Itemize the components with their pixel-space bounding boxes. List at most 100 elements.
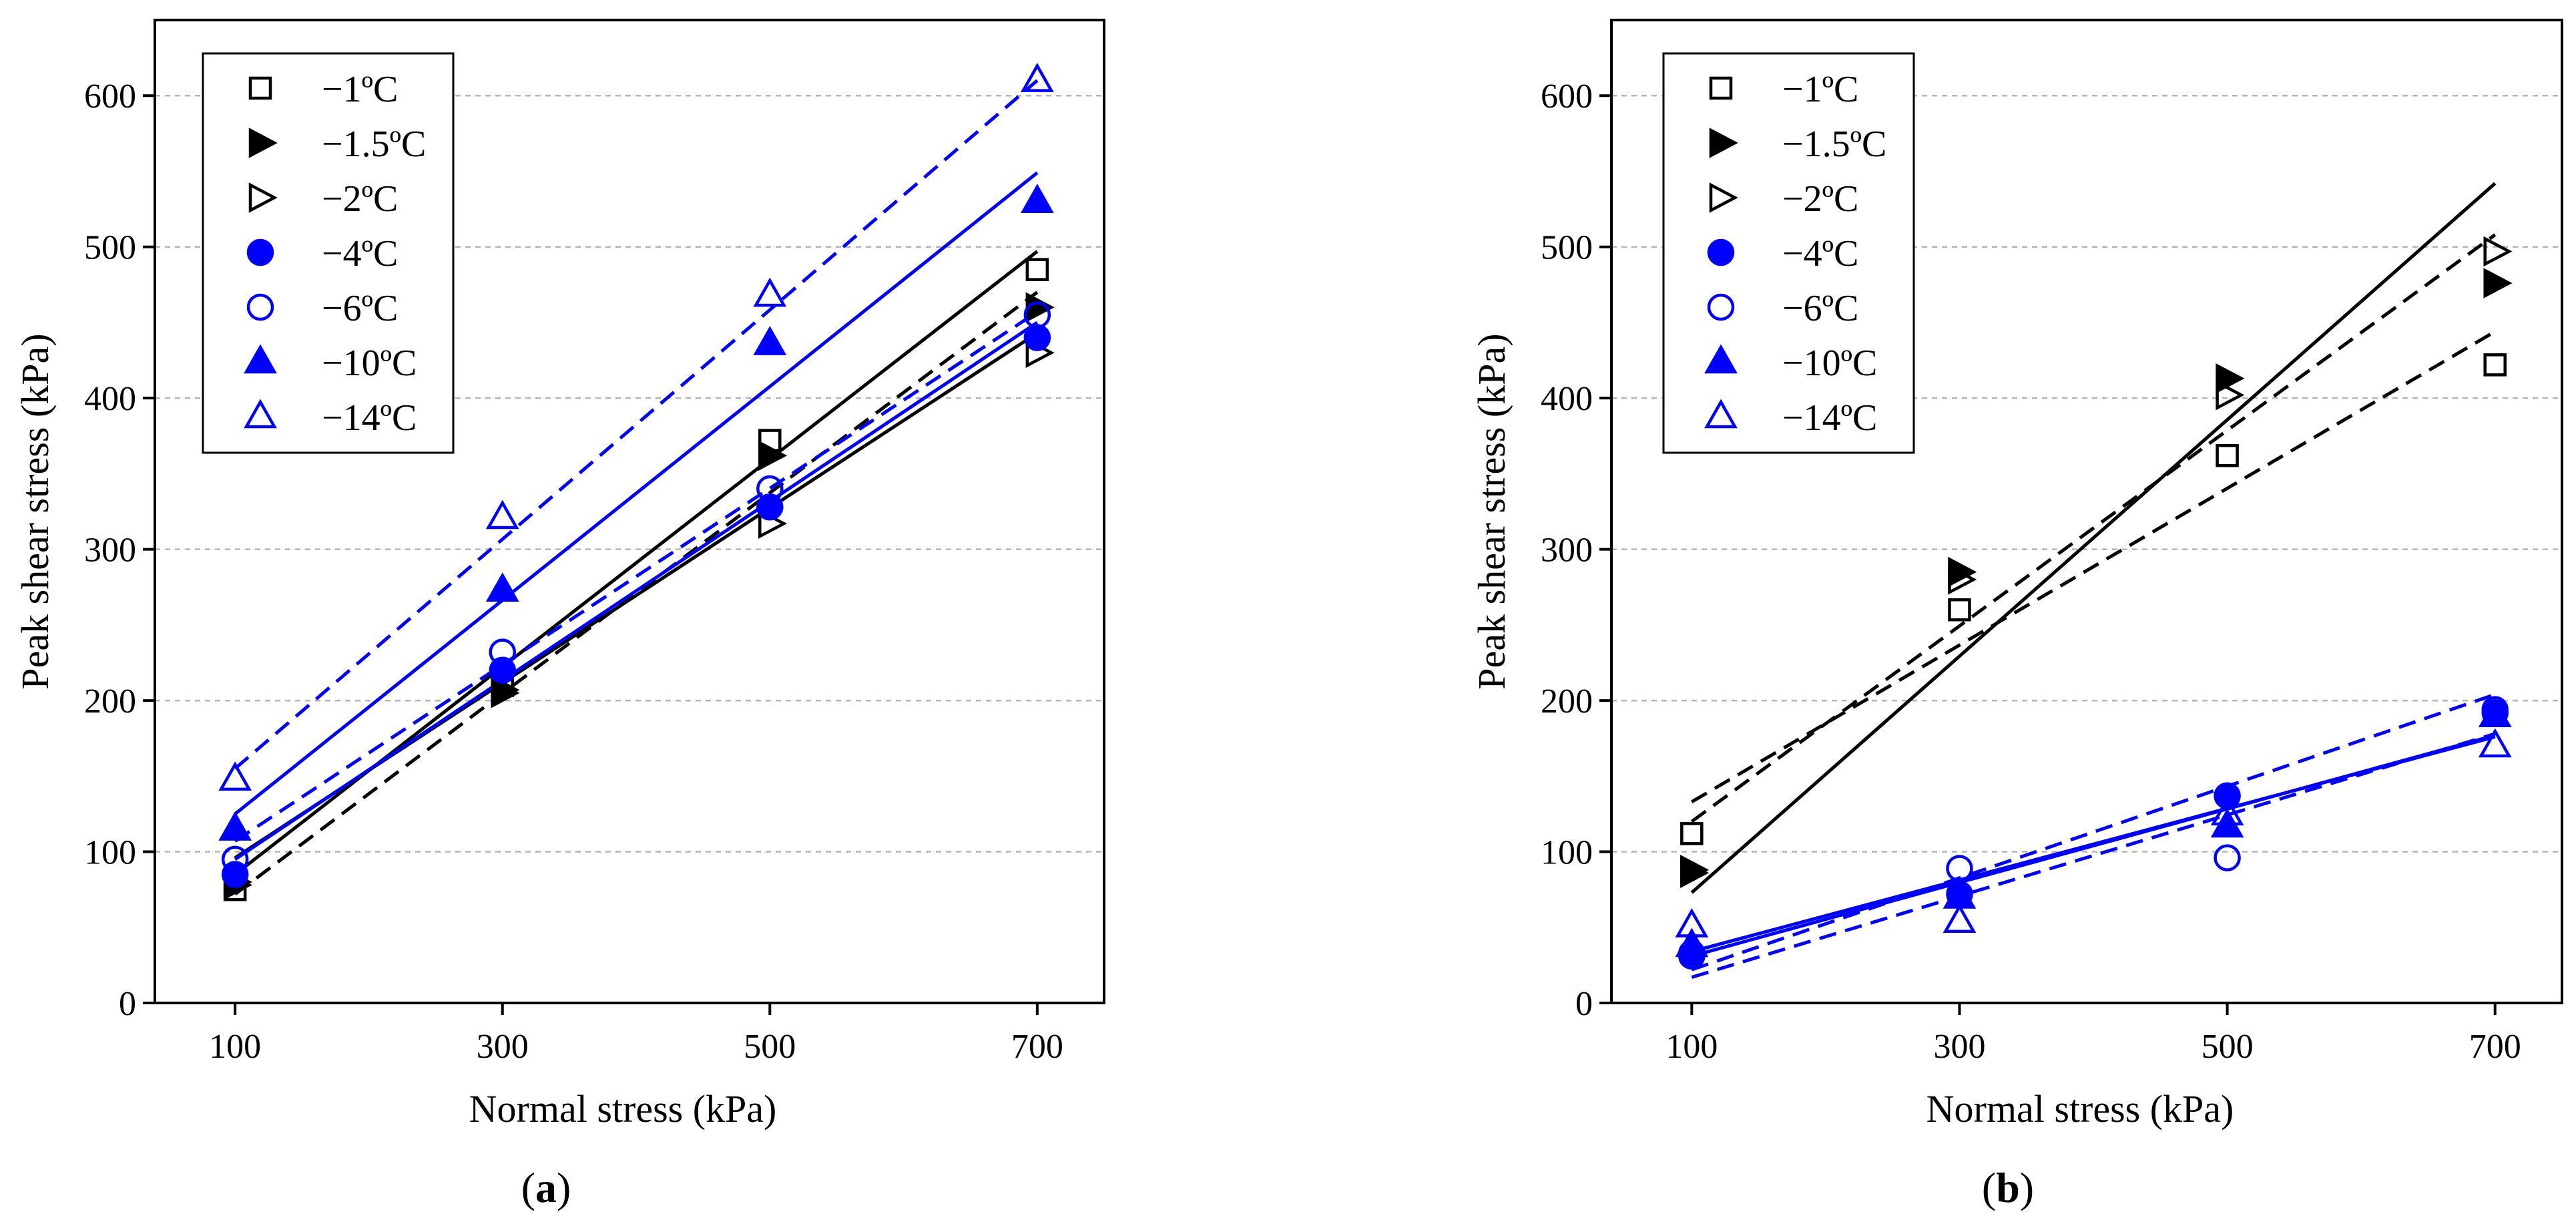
panel-b-xtick-label-100: 100	[1665, 1028, 1718, 1066]
panel-a-legend-box	[202, 52, 455, 454]
panel-a-chart: 0 100 200 300 400 500 600 100 300 500 700 Normal st…	[13, 19, 1105, 1131]
panel-b-paren-open: (	[1982, 1164, 1996, 1211]
panel-b-legend-marker-minus6c	[1707, 293, 1735, 321]
panel-a-point-minus14c-x700	[1020, 63, 1054, 92]
panel-b-ytick-label-100: 100	[1541, 834, 1593, 872]
panel-a-ytick-label-300: 300	[84, 532, 136, 570]
panel-a-fit-line-minus4c	[234, 321, 1039, 861]
panel-b-point-minus2c-x300	[1948, 564, 1977, 595]
panel-a-point-minus6c-x100	[221, 845, 249, 873]
panel-a-ytick-label-100: 100	[84, 834, 136, 872]
panel-b-fit-line-minus2c	[1690, 233, 2497, 823]
panel-b-legend-label-minus10c: −10ºC	[1782, 343, 1877, 384]
panel-a-legend-label-minus1c: −1ºC	[322, 69, 398, 110]
panel-b-ytick-label-300: 300	[1541, 532, 1593, 570]
panel-b-plot-frame	[1610, 19, 2563, 1004]
panel-a-plot-frame	[154, 19, 1105, 1004]
panel-b-xtick-label-700: 700	[2469, 1028, 2521, 1066]
panel-b-label: (b)	[1982, 1164, 2034, 1211]
panel-b-letter: b	[1996, 1164, 2020, 1211]
panel-a-ytick-label-400: 400	[84, 380, 136, 418]
panel-a-point-minus4c-x500	[756, 493, 784, 521]
panel-a-xtick-label-500: 500	[744, 1028, 796, 1066]
panel-b-xtick-label-300: 300	[1933, 1028, 1985, 1066]
panel-a-point-minus6c-x300	[489, 638, 516, 666]
panel-b-legend-label-minus14c: −14ºC	[1782, 397, 1877, 439]
panel-b-point-minus10c-x700	[2478, 698, 2512, 727]
panel-b-legend-label-minus4c: −4ºC	[1782, 233, 1858, 274]
panel-b-point-minus1c-x100	[1680, 822, 1704, 845]
panel-b-fit-line-minus6c	[1691, 692, 2496, 972]
panel-a-point-minus14c-x500	[753, 277, 787, 307]
panel-a-point-minus6c-x500	[756, 475, 784, 503]
panel-b-chart: 0 100 200 300 400 500 600 100 300 500 700 Normal st…	[1470, 19, 2563, 1131]
panel-b-legend-marker-minus1c	[1709, 76, 1733, 100]
panel-a-fit-line-minus14c	[234, 79, 1039, 770]
panel-a-letter: a	[535, 1164, 557, 1211]
panel-a-legend-marker-minus1c	[248, 76, 272, 100]
panel-a-legend-marker-minus6c	[246, 293, 274, 321]
panel-b-ytick-label-200: 200	[1541, 682, 1593, 721]
panel-b-legend-marker-minus1p5c	[1709, 128, 1738, 158]
panel-a-y-axis-title: Peak shear stress (kPa)	[13, 333, 57, 689]
panel-a-legend-label-minus10c: −10ºC	[322, 343, 417, 384]
panel-a-legend-label-minus6c: −6ºC	[322, 288, 398, 329]
panel-b-point-minus14c-x500	[2210, 796, 2244, 826]
panel-a-point-minus6c-x700	[1023, 301, 1051, 329]
panel-a-x-axis-title: Normal stress (kPa)	[469, 1087, 777, 1131]
panel-b-point-minus1p5c-x700	[2483, 268, 2513, 298]
panel-a-legend-marker-minus4c	[246, 238, 274, 266]
panel-b-point-minus1c-x300	[1948, 598, 1971, 622]
panel-b-x-axis-title: Normal stress (kPa)	[1926, 1087, 2234, 1131]
panel-b-point-minus14c-x300	[1943, 903, 1977, 933]
panel-b-point-minus14c-x100	[1675, 907, 1709, 938]
panel-a-point-minus10c-x700	[1020, 184, 1054, 214]
panel-a-ytick-label-600: 600	[84, 77, 136, 116]
panel-a-point-minus4c-x300	[489, 656, 516, 684]
panel-b-point-minus10c-x100	[1675, 928, 1709, 958]
panel-b-legend-label-minus1c: −1ºC	[1782, 69, 1858, 110]
panel-b-point-minus1c-x500	[2216, 443, 2239, 467]
panel-b-fit-line-minus14c	[1691, 732, 2496, 979]
panel-a-point-minus10c-x100	[218, 811, 252, 841]
panel-b-legend-label-minus6c: −6ºC	[1782, 288, 1858, 329]
panel-a-legend-marker-minus1p5c	[248, 128, 278, 158]
panel-a-ytick-label-200: 200	[84, 682, 136, 721]
panel-b-legend-marker-minus2c	[1709, 182, 1738, 213]
panel-b-point-minus2c-x100	[1680, 857, 1710, 888]
panel-a-fit-line-minus1p5c	[234, 290, 1039, 895]
panel-a-point-minus14c-x300	[485, 499, 519, 530]
panel-b-ytick-label-400: 400	[1541, 380, 1593, 418]
panel-a-point-minus14c-x100	[218, 761, 252, 791]
panel-a-legend-label-minus2c: −2ºC	[322, 178, 398, 220]
panel-a-point-minus4c-x700	[1023, 324, 1051, 351]
panel-b-fit-line-minus10c	[1691, 735, 2496, 954]
panel-a-legend-marker-minus2c	[248, 182, 278, 213]
panel-a-paren-open: (	[521, 1164, 535, 1211]
panel-a-legend-label-minus4c: −4ºC	[322, 233, 398, 274]
panel-a-point-minus1c-x700	[1025, 258, 1049, 281]
panel-b-legend-marker-minus4c	[1707, 238, 1735, 266]
panel-b-ytick-label-0: 0	[1575, 985, 1593, 1023]
panel-b-legend-label-minus2c: −2ºC	[1782, 178, 1858, 220]
panel-b-fit-line-minus1p5c	[1690, 182, 2497, 894]
panel-b-y-axis-title: Peak shear stress (kPa)	[1470, 333, 1513, 689]
panel-b-point-minus4c-x500	[2214, 782, 2241, 809]
panel-a-paren-close: )	[557, 1164, 571, 1211]
panel-a-xtick-label-700: 700	[1011, 1028, 1063, 1066]
panel-a-xtick-label-300: 300	[477, 1028, 529, 1066]
panel-a-fit-line-minus10c	[234, 171, 1039, 815]
panel-a-legend-label-minus1p5c: −1.5ºC	[322, 124, 426, 165]
panel-b-point-minus2c-x700	[2483, 236, 2513, 267]
panel-b-point-minus14c-x700	[2478, 728, 2512, 758]
panel-a-legend-marker-minus14c	[244, 399, 277, 429]
panel-a-xtick-label-100: 100	[209, 1028, 261, 1066]
panel-b-legend-label-minus1p5c: −1.5ºC	[1782, 124, 1886, 165]
panel-a-point-minus10c-x300	[485, 572, 519, 602]
panel-a-point-minus10c-x500	[753, 326, 787, 355]
panel-b-xtick-label-500: 500	[2202, 1028, 2254, 1066]
panel-b-ytick-label-600: 600	[1541, 77, 1593, 116]
panel-b-point-minus6c-x500	[2214, 844, 2241, 871]
panel-b-point-minus2c-x500	[2216, 379, 2245, 411]
